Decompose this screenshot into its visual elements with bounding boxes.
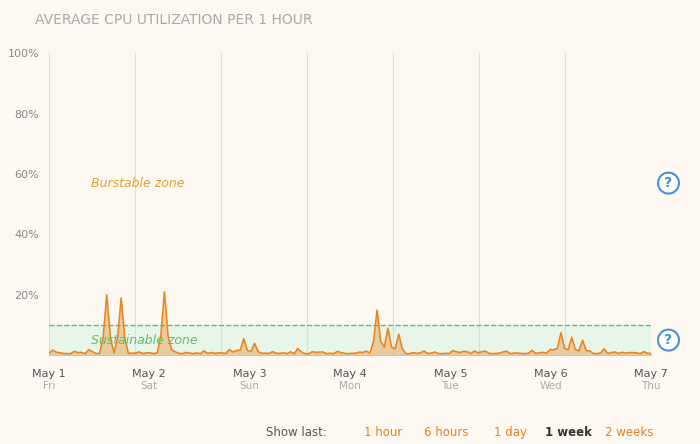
Text: Mon: Mon [339,381,361,391]
Text: Wed: Wed [540,381,562,391]
Text: Thu: Thu [641,381,661,391]
Text: May 3: May 3 [233,369,267,379]
Text: Tue: Tue [442,381,459,391]
Text: 1 week: 1 week [545,426,592,440]
Text: ?: ? [664,176,673,190]
Text: Show last:: Show last: [266,426,327,440]
Text: May 7: May 7 [634,369,668,379]
Text: 1 hour: 1 hour [364,426,402,440]
Text: 1 day: 1 day [494,426,526,440]
Text: May 1: May 1 [32,369,66,379]
Text: 2 weeks: 2 weeks [605,426,653,440]
Text: May 2: May 2 [132,369,166,379]
Text: Fri: Fri [43,381,55,391]
Bar [49,325,651,355]
Text: ?: ? [664,333,673,347]
Text: 6 hours: 6 hours [424,426,469,440]
Text: May 5: May 5 [433,369,467,379]
Text: May 6: May 6 [534,369,568,379]
Text: AVERAGE CPU UTILIZATION PER 1 HOUR: AVERAGE CPU UTILIZATION PER 1 HOUR [35,13,312,28]
Text: Burstable zone: Burstable zone [91,177,185,190]
Text: Sat: Sat [141,381,158,391]
Text: May 4: May 4 [333,369,367,379]
Text: Sun: Sun [239,381,260,391]
Text: Sustainable zone: Sustainable zone [91,333,198,347]
